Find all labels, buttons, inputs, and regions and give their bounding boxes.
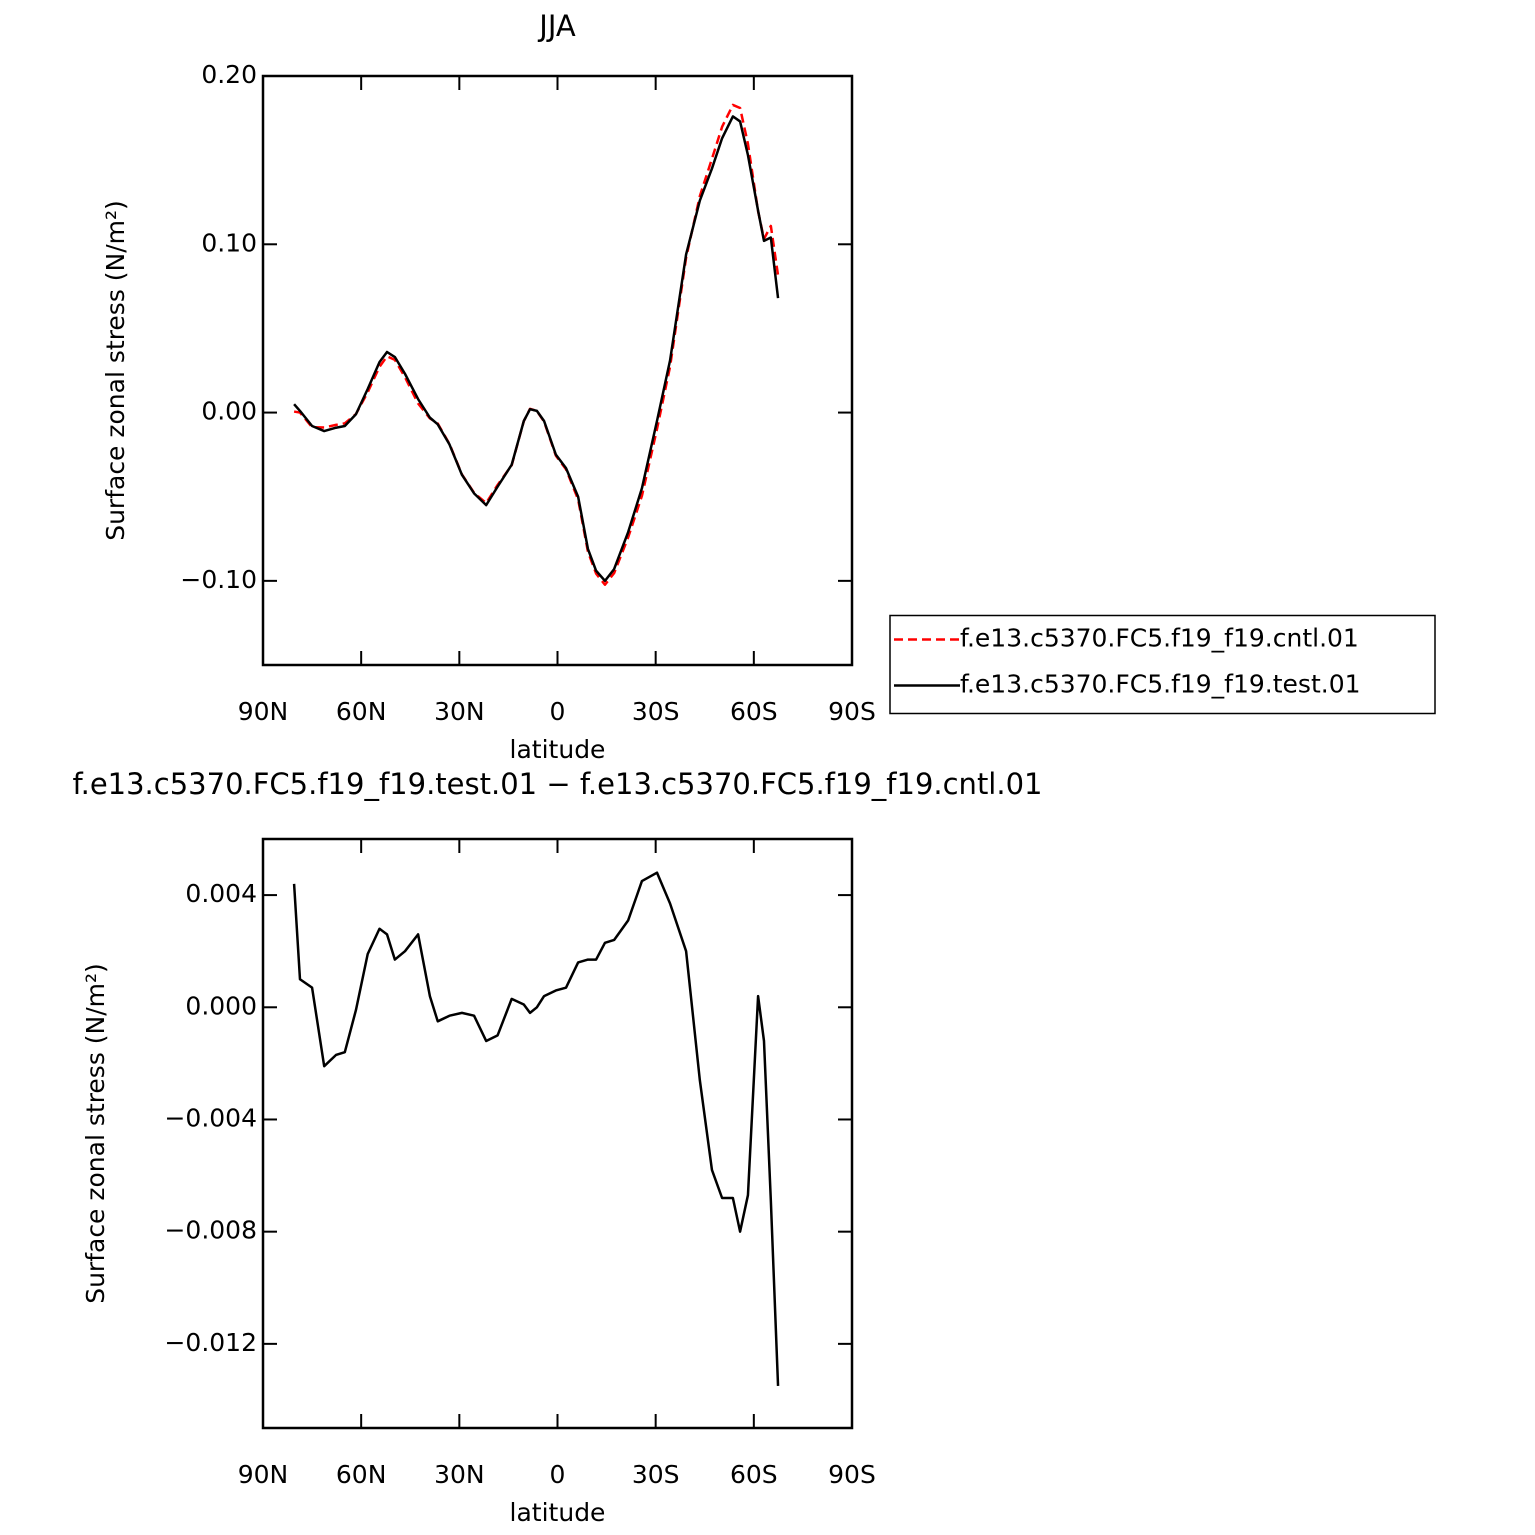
chart-title: JJA (537, 9, 576, 43)
plot-frame (261, 74, 854, 667)
x-tick-label: 30S (632, 1460, 680, 1489)
x-tick-label: 90S (828, 697, 876, 726)
x-tick-label: 60N (336, 697, 387, 726)
x-tick-label: 60S (730, 697, 778, 726)
x-tick-label: 90N (238, 697, 289, 726)
y-tick-label: −0.10 (180, 565, 257, 594)
y-tick-label: 0.000 (185, 991, 257, 1020)
data-line (293, 103, 780, 586)
x-tick-label: 60S (730, 1460, 778, 1489)
data-line (292, 871, 780, 1386)
y-tick-label: 0.20 (201, 60, 257, 89)
x-tick-label: 30N (434, 697, 485, 726)
x-tick-label: 0 (550, 1460, 566, 1489)
y-tick-label: 0.10 (201, 228, 257, 257)
y-tick-label: 0.00 (201, 397, 257, 426)
x-tick-label: 90S (828, 1460, 876, 1489)
chart-title: f.e13.c5370.FC5.f19_f19.test.01 − f.e13.… (73, 767, 1043, 801)
y-tick-label: −0.004 (164, 1103, 257, 1132)
x-tick-label: 90N (238, 1460, 289, 1489)
plot-frame (261, 837, 854, 1430)
x-axis-label: latitude (510, 735, 606, 764)
y-axis-label: Surface zonal stress (N/m²) (81, 963, 110, 1304)
y-tick-label: −0.012 (164, 1328, 257, 1357)
data-line (293, 115, 780, 583)
y-axis-label: Surface zonal stress (N/m²) (101, 200, 130, 541)
y-tick-label: −0.008 (164, 1216, 257, 1245)
x-tick-label: 60N (336, 1460, 387, 1489)
x-tick-label: 30N (434, 1460, 485, 1489)
x-tick-label: 0 (550, 697, 566, 726)
legend-box (889, 614, 1436, 715)
legend-label: f.e13.c5370.FC5.f19_f19.test.01 (960, 670, 1361, 699)
x-axis-label: latitude (510, 1498, 606, 1527)
x-tick-label: 30S (632, 697, 680, 726)
legend-label: f.e13.c5370.FC5.f19_f19.cntl.01 (960, 624, 1359, 653)
y-tick-label: 0.004 (185, 879, 257, 908)
